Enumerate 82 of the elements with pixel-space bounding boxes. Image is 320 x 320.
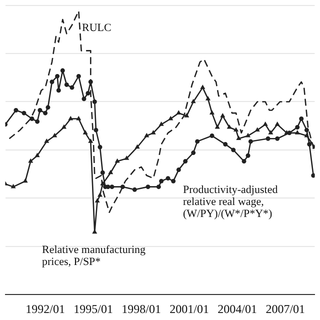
point [46, 105, 50, 110]
x-tick-label: 2004/01 [218, 302, 258, 316]
point [76, 74, 81, 78]
point [200, 85, 205, 89]
point [108, 170, 113, 174]
point [86, 90, 90, 96]
point [55, 74, 60, 78]
point [307, 142, 312, 147]
point [159, 122, 164, 126]
point [223, 142, 228, 147]
x-tick-label: 1992/01 [26, 302, 65, 316]
point [35, 153, 40, 158]
point [246, 153, 250, 158]
point [183, 159, 188, 164]
point [110, 184, 114, 190]
x-tick-label: 2001/01 [170, 302, 210, 316]
point [132, 187, 137, 192]
point [166, 176, 170, 181]
point [295, 130, 300, 134]
point [60, 68, 65, 73]
point [275, 136, 280, 141]
point [43, 110, 48, 116]
point [94, 128, 98, 132]
point [88, 139, 93, 143]
point [95, 198, 100, 202]
point [159, 178, 164, 184]
point [171, 178, 176, 184]
x-tick-label: 1998/01 [122, 302, 161, 316]
point [248, 139, 253, 144]
point [184, 114, 189, 118]
point [176, 168, 181, 172]
point [304, 128, 309, 132]
point [275, 122, 280, 126]
point [38, 108, 42, 112]
x-tick-label: 2007/01 [266, 302, 306, 316]
point [70, 85, 74, 90]
point [268, 130, 273, 134]
point [50, 80, 54, 84]
text: Relative manufacturing prices, P/SP* [42, 244, 146, 268]
x-tick-label: 1995/01 [74, 302, 113, 316]
point [82, 96, 86, 102]
point [92, 230, 97, 234]
point [35, 119, 40, 124]
point [220, 114, 225, 118]
point [100, 170, 105, 175]
point [206, 96, 210, 100]
point [124, 156, 129, 160]
point [120, 184, 125, 190]
point [156, 184, 161, 190]
point [30, 116, 34, 121]
series-label: RULC [82, 22, 112, 34]
point [151, 130, 156, 134]
point [210, 134, 214, 138]
point [176, 110, 181, 115]
point [64, 82, 69, 87]
point [287, 130, 292, 136]
point [236, 136, 241, 140]
series-label: Productivity-adjusted relative real wage, (W/PY)/(W*/P*Y*) [183, 184, 278, 220]
point [210, 110, 214, 115]
point [266, 136, 270, 141]
point [299, 116, 304, 121]
point [191, 150, 196, 156]
point [23, 178, 28, 183]
point [98, 193, 102, 197]
point [56, 88, 61, 93]
point [14, 108, 18, 112]
point [255, 128, 260, 132]
point [311, 173, 315, 178]
point [98, 144, 102, 150]
point [135, 144, 140, 149]
point [92, 99, 97, 104]
point [242, 159, 246, 164]
point [295, 125, 300, 130]
point [191, 99, 196, 104]
point [234, 128, 238, 132]
point [44, 139, 49, 143]
point [263, 122, 268, 126]
point [231, 148, 236, 152]
point [195, 139, 200, 144]
point [22, 110, 26, 116]
point [146, 184, 150, 190]
point [83, 130, 88, 134]
